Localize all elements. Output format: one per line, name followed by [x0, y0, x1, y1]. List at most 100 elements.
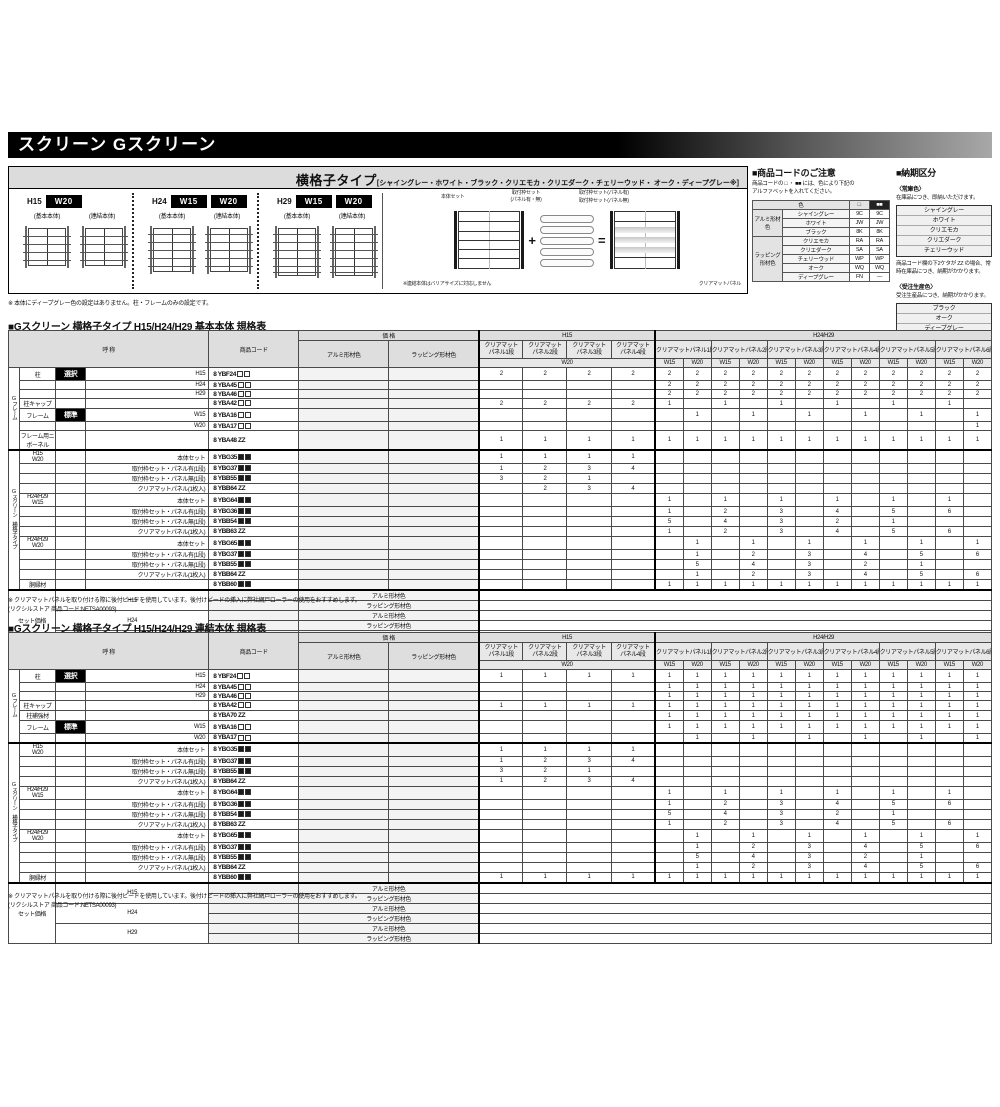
qty-h15-3: 1	[566, 669, 612, 683]
qty-h2429-12: 1	[962, 700, 993, 711]
qty-h2429-6	[794, 463, 824, 474]
qty-h2429-4: 1	[738, 733, 768, 743]
qty-h2429-9	[878, 463, 908, 474]
qty-h15-3	[566, 493, 612, 507]
qty-h2429-7: 1	[822, 720, 852, 734]
product-code: 8 YBA17	[208, 733, 300, 743]
qty-h2429-11	[934, 516, 964, 527]
qty-h2429-5	[766, 841, 796, 853]
table-row: ラッピング 形材色 クリエモカ RA RA	[752, 235, 891, 282]
qty-h15-1: 1	[477, 755, 524, 767]
qty-h2429-8: 1	[850, 669, 880, 683]
qty-h2429-4: 1	[738, 871, 768, 883]
qty-h2429-9	[878, 841, 908, 853]
qty-h2429-12: 1	[962, 720, 993, 734]
qty-h2429-12	[962, 785, 993, 800]
qty-h2429-4	[738, 798, 768, 810]
qty-h2429-8: 1	[850, 536, 880, 550]
qty-h15-4	[610, 818, 656, 830]
qty-h2429-6: 1	[794, 691, 824, 701]
width-chip-h24-w15: W15	[170, 195, 207, 208]
page-title-bar: スクリーン Gスクリーン	[8, 132, 992, 158]
qty-h2429-10: 1	[906, 828, 936, 843]
color-name: ディープグレー	[782, 271, 850, 282]
caption-linked-h29: (連結本体)	[338, 214, 366, 220]
row-label-2	[55, 765, 87, 777]
qty-h2429-1	[654, 473, 684, 484]
product-code: 8 YBG65	[208, 828, 300, 843]
qty-h2429-5: 1	[766, 493, 796, 507]
qty-h2429-1: 1	[654, 785, 684, 800]
row-label-3: W15	[85, 720, 210, 734]
row-label-3: 取付枠セット・パネル無(1段)	[85, 473, 210, 484]
price-aluminum	[298, 493, 390, 507]
row-label-2	[55, 682, 87, 692]
list-item: ブラック	[897, 303, 991, 314]
diagram-equals-symbol: =	[598, 232, 606, 248]
qty-h2429-4	[738, 421, 768, 431]
qty-h2429-4	[738, 449, 768, 464]
qty-h2429-2: 1	[682, 549, 712, 560]
qty-h2429-6: 3	[794, 559, 824, 570]
qty-h15-4: 1	[610, 449, 656, 464]
select-badge[interactable]: 標準	[56, 721, 85, 733]
setprice-code-cell	[208, 932, 300, 944]
qty-h2429-1	[654, 861, 684, 873]
spec-table-2-wrap: 呼 称商品コード価 格 H15 H24/H29 アルミ形材色 ラッピング形材色 クリアマッ…	[7, 632, 993, 944]
row-label-3: 取付枠セット・パネル有(1段)	[85, 798, 210, 810]
qty-h2429-8	[850, 526, 880, 537]
table-row: H29 8 YBA46 1 1 1 1 1 1 1 1 1 1 1 1	[9, 691, 993, 701]
qty-h2429-2: 5	[682, 851, 712, 863]
table-row: クリアマットパネル(1枚入) 8 YBB64 ZZ 1 2 3 4 5 6	[9, 861, 993, 873]
qty-h15-2	[522, 733, 568, 743]
row-label-1	[18, 818, 57, 830]
col-h2429-group: H24/H29	[654, 330, 993, 341]
price-aluminum	[298, 828, 390, 843]
select-badge[interactable]: 標準	[56, 409, 85, 421]
row-label-2	[55, 449, 87, 464]
variant-captions-h24: (基本本体) (連結本体)	[138, 211, 253, 220]
qty-h15-3	[566, 408, 612, 422]
qty-h2429-8: 4	[850, 549, 880, 560]
row-label-3: W20	[85, 421, 210, 431]
color-swatch	[245, 757, 252, 764]
price-aluminum	[298, 506, 390, 517]
qty-h15-2	[522, 691, 568, 701]
qty-h2429-6	[794, 449, 824, 464]
col-h15-panel-1: クリアマット パネル1段	[477, 340, 524, 359]
row-label-1: H24/H29 W15	[18, 493, 57, 507]
color-swatch	[237, 853, 244, 860]
qty-h2429-7: 4	[822, 798, 852, 810]
qty-h2429-10: 5	[906, 569, 936, 580]
qty-h2429-5: 3	[766, 526, 796, 537]
qty-h2429-5: 1	[766, 430, 796, 451]
qty-h2429-7	[822, 755, 852, 767]
qty-h15-3: 3	[566, 755, 612, 767]
row-label-1: H15 W20	[18, 741, 57, 757]
color-swatch	[244, 723, 251, 730]
qty-h2429-8	[850, 755, 880, 767]
qty-h15-2	[522, 421, 568, 431]
qty-h2429-6	[794, 741, 824, 757]
table-row: セット価格 H15 アルミ形材色	[7, 881, 992, 944]
row-label-2	[55, 798, 87, 810]
qty-h15-1	[477, 818, 524, 830]
qty-h15-3	[566, 536, 612, 550]
row-label-3: H24	[85, 682, 210, 692]
qty-h2429-8	[850, 775, 880, 787]
col-h2429-panel-4: クリアマットパネル4段	[822, 642, 880, 661]
price-aluminum	[298, 841, 390, 853]
select-badge[interactable]: 選択	[56, 670, 85, 682]
color-swatch	[237, 561, 244, 568]
color-swatch	[237, 702, 244, 709]
color-swatch	[238, 496, 245, 503]
qty-h2429-3: 4	[710, 516, 740, 527]
qty-h2429-10	[906, 785, 936, 800]
price-aluminum	[298, 473, 390, 484]
spec-table-2: 呼 称商品コード価 格 H15 H24/H29 アルミ形材色 ラッピング形材色 クリアマッ…	[7, 632, 993, 944]
qty-h2429-9: 5	[878, 798, 908, 810]
select-badge[interactable]: 選択	[56, 368, 85, 380]
qty-h2429-8: 1	[850, 408, 880, 422]
table-row: Gフレーム柱選択 H15 8 YBF24 1 1 1 1 1 1 1 1 1 1 1 1 1 1 1 1	[8, 669, 993, 743]
price-aluminum	[298, 579, 390, 591]
